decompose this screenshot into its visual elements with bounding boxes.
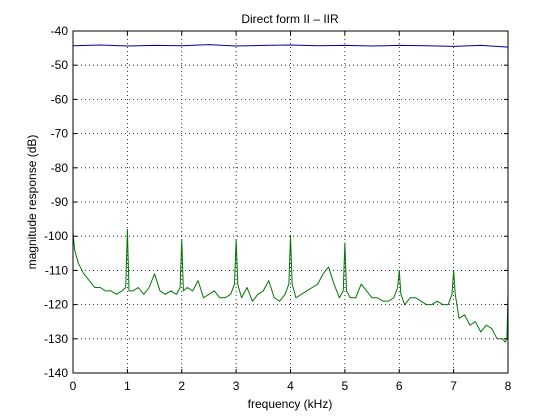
x-tick-label: 3: [233, 379, 240, 393]
y-tick-label: -130: [44, 332, 68, 346]
x-tick-label: 5: [342, 379, 349, 393]
axis-ticks: 0 1 2 3 4 5 6 7 8 -40 -50 -60 -70 -80 -90 -100 -110 -120 -…: [44, 24, 512, 393]
y-tick-label: -80: [51, 161, 69, 175]
x-tick-label: 1: [124, 379, 131, 393]
y-tick-label: -140: [44, 366, 68, 380]
y-tick-label: -50: [51, 58, 69, 72]
y-tick-label: -60: [51, 92, 69, 106]
series-layer: [72, 44, 509, 343]
plot-frame: [72, 30, 509, 374]
x-tick-label: 7: [450, 379, 457, 393]
chart-title: Direct form II – IIR: [241, 12, 339, 26]
x-tick-label: 4: [287, 379, 294, 393]
y-tick-label: -110: [45, 263, 68, 277]
x-tick-label: 8: [505, 379, 512, 393]
x-axis-label: frequency (kHz): [248, 397, 333, 411]
x-tick-label: 6: [396, 379, 403, 393]
grid-lines: [73, 31, 508, 373]
series-line-2: [72, 228, 509, 343]
y-axis-label: magnitude response (dB): [25, 135, 39, 270]
x-tick-label: 0: [70, 379, 77, 393]
y-tick-label: -70: [51, 127, 69, 141]
y-tick-label: -120: [44, 298, 68, 312]
y-tick-label: -40: [51, 24, 69, 38]
series-line-1: [72, 44, 509, 48]
y-tick-label: -100: [44, 229, 68, 243]
x-tick-label: 2: [178, 379, 185, 393]
y-tick-label: -90: [51, 195, 69, 209]
